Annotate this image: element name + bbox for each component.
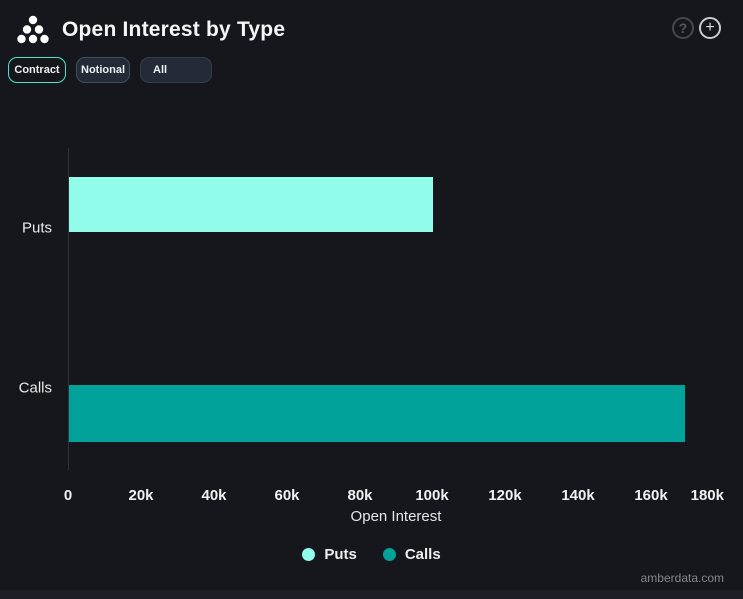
- legend-dot-calls: [382, 548, 396, 561]
- bar-puts[interactable]: [69, 177, 433, 232]
- y-axis-label-calls: Calls: [18, 379, 52, 397]
- legend: Puts Calls: [0, 546, 743, 563]
- x-tick-label: 20k: [128, 487, 154, 504]
- legend-label: Puts: [324, 546, 357, 563]
- header: Open Interest by Type ? +: [0, 0, 743, 52]
- x-tick-label: 100k: [415, 487, 449, 504]
- y-axis-line: [68, 148, 69, 470]
- x-tick-label: 160k: [634, 487, 668, 504]
- x-tick-label: 80k: [347, 487, 373, 504]
- x-tick-label: 60k: [274, 487, 300, 504]
- x-tick-label: 140k: [561, 487, 595, 504]
- add-icon[interactable]: +: [699, 17, 721, 39]
- page-title: Open Interest by Type: [62, 18, 286, 41]
- x-axis-title: Open Interest: [350, 508, 442, 525]
- contract-button[interactable]: Contract: [8, 57, 66, 83]
- x-tick-label: 120k: [488, 487, 522, 504]
- notional-button[interactable]: Notional: [76, 57, 130, 83]
- footer-band: [0, 590, 743, 599]
- all-dropdown[interactable]: All: [140, 57, 212, 83]
- legend-label: Calls: [404, 546, 441, 563]
- x-tick-label: 180k: [690, 487, 724, 504]
- watermark: amberdata.com: [640, 571, 724, 585]
- help-icon[interactable]: ?: [672, 17, 694, 39]
- toolbar: Contract Notional All: [8, 57, 212, 83]
- legend-dot-puts: [302, 548, 316, 561]
- x-tick-label: 0: [63, 487, 73, 504]
- bar-calls[interactable]: [69, 385, 685, 442]
- y-axis-label-puts: Puts: [21, 219, 52, 237]
- cluster-dots-icon: [16, 14, 50, 46]
- x-tick-label: 40k: [201, 487, 227, 504]
- legend-item-puts[interactable]: Puts: [302, 546, 357, 563]
- legend-item-calls[interactable]: Calls: [382, 546, 441, 563]
